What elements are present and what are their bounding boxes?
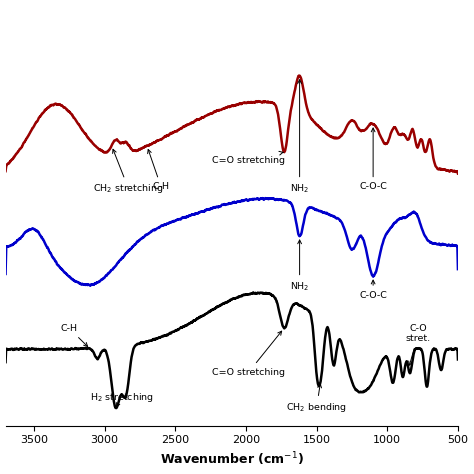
Text: NH$_2$: NH$_2$	[290, 80, 310, 195]
Text: C-O
stret.: C-O stret.	[406, 324, 431, 365]
Text: C-H: C-H	[61, 324, 88, 346]
Text: C=O stretching: C=O stretching	[212, 331, 285, 376]
X-axis label: Wavenumber (cm$^{-1}$): Wavenumber (cm$^{-1}$)	[160, 451, 304, 468]
Text: C-H: C-H	[147, 149, 170, 191]
Text: NH$_2$: NH$_2$	[290, 240, 310, 293]
Text: H$_2$ stretching: H$_2$ stretching	[90, 391, 154, 407]
Text: C-O-C: C-O-C	[359, 280, 387, 300]
Text: C=O stretching: C=O stretching	[212, 151, 285, 165]
Text: CH$_2$ bending: CH$_2$ bending	[286, 384, 347, 414]
Text: CH$_2$ stretching: CH$_2$ stretching	[93, 149, 164, 195]
Text: C-O-C: C-O-C	[359, 128, 387, 191]
